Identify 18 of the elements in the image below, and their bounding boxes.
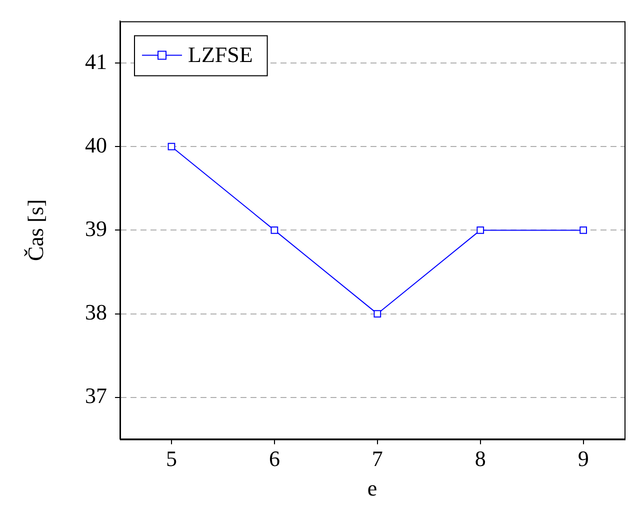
point [270,226,278,234]
x-tick-label: 9 [578,446,589,472]
point [374,310,382,318]
y-tick-label: 41 [85,48,107,74]
y-tick-label: 39 [85,216,107,241]
y-tick-label: 40 [85,132,107,158]
x-axis-title: e [367,476,378,501]
y-axis-title: Čas [s] [22,199,48,262]
x-tick-label: 8 [474,446,486,472]
point [476,226,484,234]
x-tick-label: 7 [372,446,383,472]
x-tick-label: 6 [268,446,280,472]
y-tick-label: 37 [85,383,107,408]
x-tick-label: 5 [166,446,177,472]
point [580,226,587,234]
point [168,142,176,150]
y-tick-label: 38 [85,300,107,325]
legend-label: LZFSE [188,42,253,67]
